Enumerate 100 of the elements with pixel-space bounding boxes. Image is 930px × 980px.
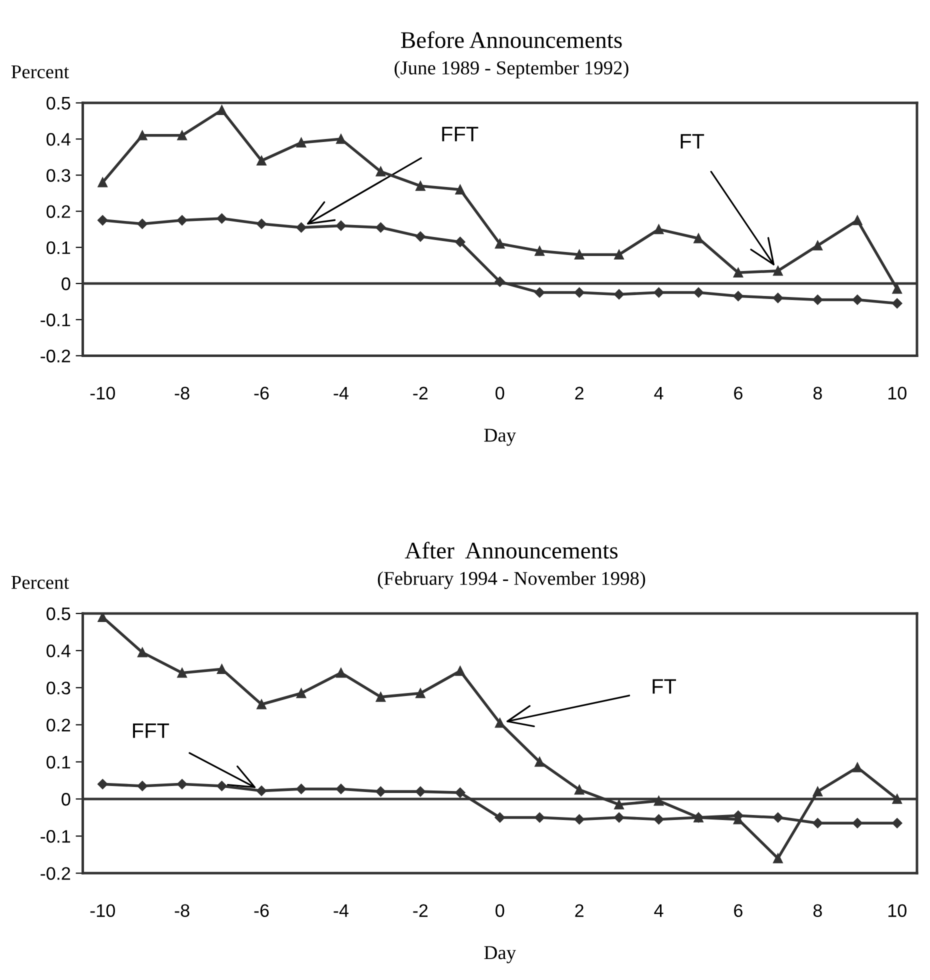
point [376,786,386,797]
x-tick-label: 0 [496,904,504,917]
y-tick-label: 0.2 [46,718,70,732]
y-axis-title: Percent [11,576,70,589]
point [614,250,624,260]
point [654,224,664,234]
point [654,796,664,806]
point [296,688,306,698]
point [574,250,584,260]
point [336,134,346,144]
annotation: FFT [442,126,478,142]
x-tick-label: -2 [413,386,428,400]
point [852,818,863,828]
point [773,266,783,276]
point [534,757,544,767]
x-tick-label: 6 [734,904,742,917]
point [336,668,346,678]
point [534,246,544,256]
x-tick-label: 10 [888,386,906,400]
point [98,215,108,226]
point [772,292,784,304]
chart-subtitle: (February 1994 - November 1998) [378,571,646,590]
point [812,786,823,796]
point [455,236,466,248]
x-tick-label: -6 [254,386,269,400]
point [812,818,823,828]
x-tick-label: -8 [174,904,190,917]
point [177,668,187,678]
y-tick-label: 0.1 [46,241,70,254]
point [256,700,266,710]
y-tick-label: -0.1 [40,314,70,326]
point [892,818,902,828]
point [812,294,823,305]
point [495,238,505,249]
point [574,784,584,795]
chart-title: Before Announcements [401,31,622,48]
y-tick-label: 0 [62,792,70,806]
x-tick-label: 0 [496,386,504,400]
point [376,692,386,702]
x-tick-label: 4 [654,904,664,917]
y-tick-label: 0.4 [46,644,70,658]
point [216,105,227,115]
x-tick-label: 4 [654,386,664,400]
point [137,648,148,658]
x-tick-label: -8 [174,386,190,400]
point [772,812,784,823]
y-axis-title: Percent [11,65,70,78]
x-axis-title: Day [484,428,516,446]
point [574,814,584,824]
point [733,268,744,278]
y-tick-label: 0.5 [46,96,70,110]
point [415,231,426,242]
point [892,298,902,308]
point [892,284,902,294]
point [852,762,862,772]
point [256,156,266,166]
point [416,181,426,191]
point [574,287,584,298]
x-tick-label: -2 [413,904,428,917]
point [654,287,664,298]
point [534,287,545,298]
point [216,664,227,674]
point [694,233,704,244]
x-tick-label: 8 [813,386,822,400]
point [892,794,902,804]
point [494,276,505,287]
point [733,291,744,302]
point [614,812,624,823]
x-tick-label: -4 [334,904,348,917]
point [256,218,267,230]
point [852,215,862,226]
chart-title: After Announcements [404,542,618,559]
y-tick-label: -0.1 [40,830,70,843]
point [336,784,346,794]
y-tick-label: 0.3 [46,682,70,694]
y-tick-label: 0.3 [46,169,70,182]
annotation: FFT [133,724,170,738]
x-tick-label: 10 [888,904,906,917]
x-tick-label: -10 [90,904,115,917]
x-tick-label: -10 [90,386,115,400]
point [376,166,386,176]
x-tick-label: 2 [575,904,584,917]
point [137,130,148,140]
x-axis-title: Day [484,946,516,964]
y-tick-label: 0.5 [46,607,70,620]
chart-subtitle: (June 1989 - September 1992) [394,60,628,78]
x-tick-label: -6 [254,904,269,917]
point [216,780,227,792]
point [177,130,187,140]
point [376,222,386,233]
point [852,294,863,305]
point [654,814,664,824]
annotation: FT [652,679,676,694]
point [98,613,108,622]
point [216,213,227,224]
x-tick-label: 2 [575,386,584,400]
point [176,779,188,790]
point [416,688,426,698]
y-tick-label: 0 [62,277,70,290]
x-tick-label: -4 [334,386,348,400]
